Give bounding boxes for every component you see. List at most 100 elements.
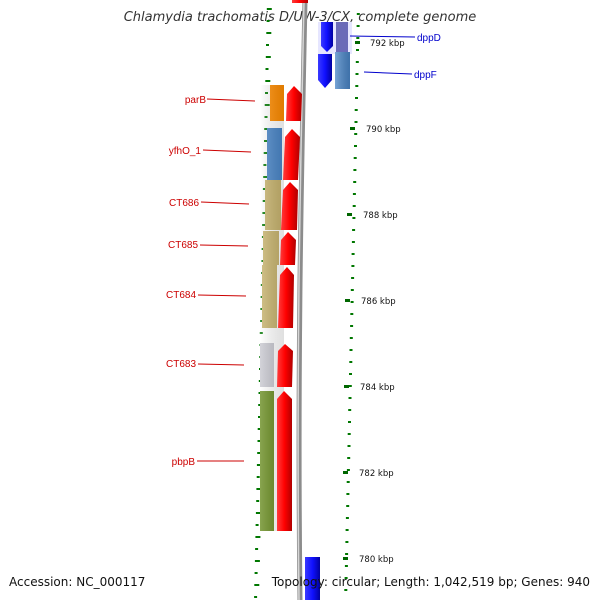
gene-CT686-leader <box>200 201 250 205</box>
scale-label-784: 784 kbp <box>360 383 395 393</box>
gc-tick <box>356 25 360 27</box>
gene-top-red-arrow[interactable] <box>292 0 308 3</box>
gc-tick <box>344 589 348 591</box>
scale-tick <box>350 127 355 130</box>
gene-yfhO_1-leader <box>202 149 252 153</box>
gc-skew-ticks-right <box>344 13 360 591</box>
genome-backbone-highlight <box>297 0 305 600</box>
gene-label-pbpB[interactable]: pbpB <box>172 457 196 468</box>
gc-tick <box>348 409 352 411</box>
length-label: Length: <box>384 575 430 589</box>
gc-tick <box>351 253 355 255</box>
gc-tick <box>355 97 358 99</box>
gc-tick <box>258 404 262 406</box>
gene-label-CT686[interactable]: CT686 <box>169 198 199 209</box>
gc-tick <box>354 133 358 135</box>
label-leaders-right <box>349 35 416 75</box>
gc-tick <box>351 277 355 279</box>
gc-tick <box>255 512 261 514</box>
gene-label-CT685[interactable]: CT685 <box>168 240 198 251</box>
gc-tick <box>345 541 349 543</box>
gc-tick <box>346 469 350 471</box>
scale-tick <box>344 385 349 388</box>
gc-tick <box>254 560 260 562</box>
gene-CT684-leader <box>197 294 247 297</box>
gc-tick <box>352 193 356 195</box>
gc-tick <box>266 8 272 10</box>
gene-label-parB[interactable]: parB <box>185 95 206 106</box>
gc-tick <box>266 20 270 22</box>
gene-pbpB-arrow[interactable] <box>277 391 292 531</box>
gene-label-CT684[interactable]: CT684 <box>166 290 196 301</box>
scale-label-780: 780 kbp <box>359 555 394 565</box>
gc-tick <box>345 553 349 555</box>
scale-tick <box>345 299 350 302</box>
gc-tick <box>345 517 349 519</box>
gc-tick <box>346 493 350 495</box>
gc-tick <box>256 500 260 502</box>
gc-tick <box>350 301 354 303</box>
gene-label-dppD[interactable]: dppD <box>417 33 441 44</box>
gc-tick <box>353 157 357 159</box>
gene-label-dppF[interactable]: dppF <box>414 70 437 81</box>
gene-dppF-arrow[interactable] <box>318 54 332 88</box>
genome-summary: Topology: circular; Length: 1,042,519 bp… <box>271 575 590 589</box>
accession-info: Accession: NC_000117 <box>9 575 145 589</box>
gene-dppD-cog[interactable] <box>336 22 348 52</box>
gene-dppF-cog-shade <box>335 52 350 89</box>
gc-tick <box>352 217 356 219</box>
gc-tick <box>356 13 360 15</box>
gc-tick <box>353 181 357 183</box>
gc-tick <box>254 596 258 598</box>
scale-tick <box>343 471 348 474</box>
length-value: 1,042,519 bp <box>433 575 514 589</box>
gc-tick <box>347 445 351 447</box>
gc-tick <box>265 68 269 70</box>
gene-CT685-leader <box>199 244 249 247</box>
label-leaders-left <box>197 98 256 462</box>
gene-yfhO_1-arrow[interactable] <box>283 129 300 180</box>
gc-tick <box>266 32 272 34</box>
gc-tick <box>350 289 354 291</box>
gc-tick <box>265 80 271 82</box>
gc-tick <box>344 577 348 579</box>
scale-ticks <box>343 41 360 560</box>
gc-tick <box>348 385 352 387</box>
scale-label-788: 788 kbp <box>363 211 398 221</box>
gc-tick <box>254 572 258 574</box>
gc-tick <box>354 121 358 123</box>
gc-tick <box>345 529 349 531</box>
gc-tick <box>356 37 360 39</box>
gc-tick <box>352 205 356 207</box>
gc-tick <box>347 457 351 459</box>
gc-tick <box>354 109 358 111</box>
gene-dppD-leader <box>349 35 416 38</box>
genes-value: 940 <box>567 575 590 589</box>
topology-value: circular <box>331 575 377 589</box>
gc-tick <box>254 584 260 586</box>
scale-tick <box>343 557 348 560</box>
gene-label-CT683[interactable]: CT683 <box>166 359 196 370</box>
gene-dppD-arrow[interactable] <box>321 22 333 52</box>
scale-label-786: 786 kbp <box>361 297 396 307</box>
gene-parB-arrow[interactable] <box>286 86 302 121</box>
gc-tick <box>347 433 351 435</box>
gene-label-yfhO_1[interactable]: yfhO_1 <box>169 146 202 157</box>
gene-CT684-arrow[interactable] <box>278 267 294 328</box>
gc-tick <box>346 505 350 507</box>
gene-CT685-arrow[interactable] <box>280 232 296 265</box>
scale-tick <box>347 213 352 216</box>
scale-tick <box>355 41 360 44</box>
gene-CT686-arrow[interactable] <box>281 182 298 230</box>
scale-label-792: 792 kbp <box>370 39 405 49</box>
gc-tick <box>348 421 351 423</box>
gene-CT683-arrow[interactable] <box>277 344 293 387</box>
gc-tick <box>352 229 356 231</box>
gc-tick <box>346 481 350 483</box>
gene-bottom-blue-arrow[interactable] <box>305 557 320 600</box>
gc-tick <box>350 313 354 315</box>
gc-tick <box>355 85 359 87</box>
gc-tick <box>356 49 359 51</box>
genome-backbone <box>296 0 308 600</box>
